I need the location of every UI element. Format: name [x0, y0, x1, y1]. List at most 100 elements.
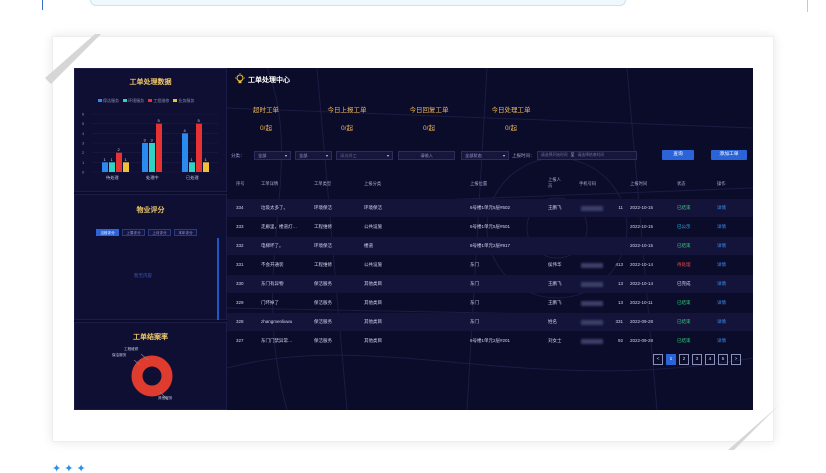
chevron-down-icon: ▾	[386, 153, 389, 158]
legend-swatch	[123, 99, 128, 103]
prev-page-button[interactable]: <	[653, 354, 663, 365]
cell-detail: 东门有异物	[261, 281, 284, 286]
query-button[interactable]: 查询	[662, 150, 694, 160]
cell-phone: 331	[579, 313, 627, 331]
detail-link[interactable]: 详情	[717, 224, 726, 229]
detail-link[interactable]: 详情	[717, 300, 726, 305]
status-select-value: 全部状态	[465, 153, 482, 158]
table-row[interactable]: 331 不会开通装 工程维修 公共设施 东门 侯伟华 413 2022-10-14 待处理 详情	[227, 256, 753, 274]
bar[interactable]	[116, 152, 122, 172]
legend-item[interactable]: 保洁服务	[98, 98, 119, 103]
detail-link[interactable]: 详情	[717, 319, 726, 324]
bar[interactable]	[196, 123, 202, 172]
bar[interactable]	[203, 162, 209, 172]
detail-link[interactable]: 详情	[717, 338, 726, 343]
keyword-placeholder: 请输入	[420, 153, 433, 158]
category-select-1-value: 全部	[258, 153, 267, 158]
detail-link[interactable]: 详情	[717, 262, 726, 267]
date-range-picker[interactable]: 请选择开始时间 至 请选择结束时间	[537, 151, 637, 160]
cell-location: 东门	[470, 319, 479, 324]
bar[interactable]	[182, 133, 188, 172]
table-row[interactable]: 329 门坏掉了 保洁服务 其他类目 东门 王鹏飞 13 2022-10-11 已结束 详情	[227, 294, 753, 312]
cell-status: 已结束	[677, 205, 691, 210]
cell-phone: 11	[579, 199, 627, 217]
cell-category: 其他类目	[364, 281, 382, 286]
corner-decoration-top-left	[45, 34, 101, 84]
table-row[interactable]: 332 电梯坏了。 环境保洁 楼道 8号楼1单元2层#917 2022-10-15 已结束 详…	[227, 237, 753, 255]
bottom-partial-icons: ✦ ✦ ✦	[52, 463, 86, 473]
cell-report-time: 2022-10-14	[630, 262, 654, 267]
detail-link[interactable]: 详情	[717, 281, 726, 286]
table-row[interactable]: 334 垃圾太多了。 环境保洁 环境保洁 6号楼1单元5层#502 王鹏飞 11 2022-1…	[227, 199, 753, 217]
table-row[interactable]: 328 zhangmenliuwu 保洁服务 其他类目 东门 姓名 331 2022-09-2…	[227, 313, 753, 331]
tab-last-month-score[interactable]: 上月评分	[148, 229, 171, 236]
bar-value-label: 1	[111, 157, 114, 162]
chevron-down-icon: ▾	[325, 153, 328, 158]
page-button-1[interactable]: 1	[666, 354, 676, 365]
cell-type: 工程维修	[314, 224, 332, 229]
legend-label: 环境服务	[128, 98, 145, 103]
lightbulb-icon	[235, 73, 245, 84]
bar[interactable]	[142, 143, 148, 172]
page-button-2[interactable]: 2	[679, 354, 689, 365]
legend-swatch	[98, 99, 102, 103]
cell-type: 保洁服务	[314, 300, 332, 305]
bar-value-label: 5	[158, 118, 161, 123]
add-order-button[interactable]: 添加工单	[711, 150, 747, 160]
bar[interactable]	[123, 162, 129, 172]
legend-item[interactable]: 环境服务	[123, 98, 144, 103]
chevron-down-icon: ▾	[502, 153, 505, 158]
detail-link[interactable]: 详情	[717, 243, 726, 248]
cell-reporter: 王鹏飞	[548, 281, 562, 286]
tab-current-score[interactable]: 当前评分	[96, 229, 119, 236]
bar-value-label: 3	[144, 138, 147, 143]
stat-label-replied-today: 今日回复工单	[409, 107, 449, 114]
page-button-4[interactable]: 4	[705, 354, 715, 365]
next-page-button[interactable]: >	[731, 354, 741, 365]
cell-category: 公共设施	[364, 224, 382, 229]
legend-swatch	[148, 99, 153, 103]
cell-detail: 不会开通装	[261, 262, 284, 267]
cell-reporter: 侯伟华	[548, 262, 562, 267]
bar[interactable]	[189, 162, 195, 172]
bar[interactable]	[102, 162, 108, 172]
legend-item[interactable]: 工程维修	[148, 98, 169, 103]
score-scrollbar[interactable]	[217, 238, 219, 320]
col-header-action: 操作	[717, 181, 726, 186]
redacted-phone-blur	[581, 320, 603, 325]
table-row[interactable]: 327 东门门禁异常… 保洁服务 其他类目 6号楼1单元2层#201 刘女士 92 2022-…	[227, 332, 753, 350]
category-select-1[interactable]: 全部 ▾	[254, 151, 291, 160]
cell-index: 327	[236, 338, 244, 343]
cell-detail: 走廊里，楼道灯…	[261, 224, 297, 229]
status-select[interactable]: 全部状态 ▾	[461, 151, 509, 160]
table-row[interactable]: 333 走廊里，楼道灯… 工程维修 公共设施 6号楼1单元5层#501 2022-10-1…	[227, 218, 753, 236]
keyword-input[interactable]: 请输入	[398, 151, 455, 160]
cell-status: 已结束	[677, 243, 691, 248]
table-row[interactable]: 330 东门有异物 保洁服务 其他类目 东门 王鹏飞 13 2022-10-14 已完成 详情	[227, 275, 753, 293]
bar-value-label: 3	[151, 138, 154, 143]
cell-type: 工程维修	[314, 262, 332, 267]
col-header-location: 上报位置	[470, 181, 488, 186]
order-data-title: 工单处理数据	[129, 79, 172, 86]
y-tick-label: 0	[82, 170, 85, 175]
legend-item[interactable]: 业务服务	[173, 98, 194, 103]
page-button-3[interactable]: 3	[692, 354, 702, 365]
page-button-5[interactable]: 5	[718, 354, 728, 365]
type-select[interactable]: 请选择工 ▾	[336, 151, 393, 160]
score-title: 物业评分	[136, 207, 165, 214]
detail-link[interactable]: 详情	[717, 205, 726, 210]
col-header-status: 状态	[677, 181, 686, 186]
tab-year-score[interactable]: 本年评分	[174, 229, 197, 236]
col-header-detail: 工单详情	[261, 181, 279, 186]
stat-label-reported-today: 今日上报工单	[327, 107, 367, 114]
cell-index: 331	[236, 262, 244, 267]
category-select-2[interactable]: 全部 ▾	[295, 151, 332, 160]
bar[interactable]	[156, 123, 162, 172]
bar[interactable]	[109, 162, 115, 172]
bar[interactable]	[149, 143, 155, 172]
tab-last-week-score[interactable]: 上周评分	[122, 229, 145, 236]
cell-status: 已完成	[677, 281, 691, 286]
col-header-index: 序号	[236, 181, 245, 186]
time-label: 上报时间：	[512, 153, 535, 158]
